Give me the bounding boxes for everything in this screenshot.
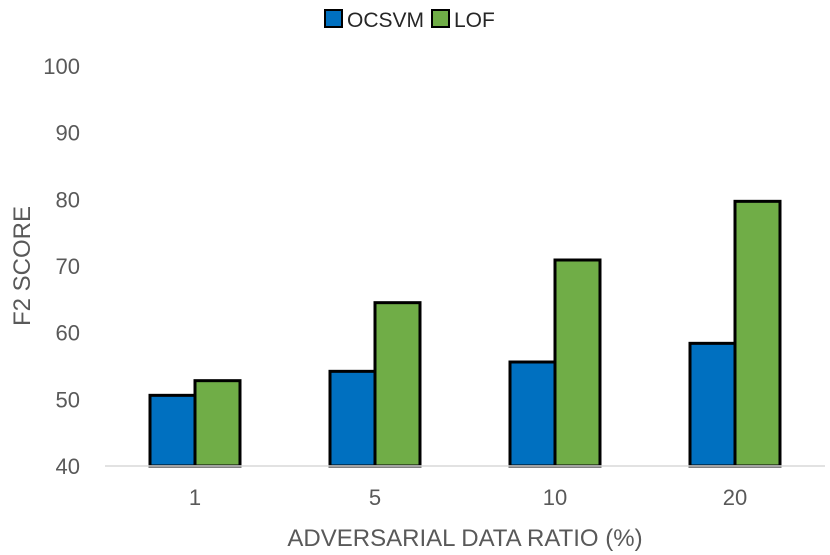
y-axis-title: F2 SCORE <box>9 206 36 326</box>
bar-lof-20 <box>733 199 782 468</box>
bar-ocsvm-10 <box>508 360 557 468</box>
x-tick-label: 20 <box>723 485 747 510</box>
bars <box>148 199 782 468</box>
x-tick-label: 10 <box>543 485 567 510</box>
bar-lof-10 <box>553 258 602 468</box>
legend-label-lof: LOF <box>454 9 495 32</box>
x-tick-label: 5 <box>369 485 381 510</box>
x-axis-tick-labels: 1 5 10 20 <box>189 485 747 510</box>
bar-lof-5 <box>373 301 422 468</box>
y-tick-label: 90 <box>56 121 80 146</box>
y-tick-label: 100 <box>43 54 80 79</box>
legend: OCSVM LOF <box>324 9 495 32</box>
y-tick-label: 70 <box>56 254 80 279</box>
y-tick-label: 50 <box>56 387 80 412</box>
bar-ocsvm-1 <box>148 393 197 468</box>
legend-label-ocsvm: OCSVM <box>347 9 424 32</box>
y-axis-tick-labels: 40 50 60 70 80 90 100 <box>43 54 80 479</box>
x-tick-label: 1 <box>189 485 201 510</box>
bar-ocsvm-5 <box>328 369 377 468</box>
bar-lof-1 <box>193 379 242 468</box>
bar-ocsvm-20 <box>688 341 737 468</box>
legend-swatch-ocsvm <box>324 9 343 28</box>
y-tick-label: 80 <box>56 187 80 212</box>
legend-swatch-lof <box>431 9 450 28</box>
y-tick-label: 40 <box>56 454 80 479</box>
x-axis-title: ADVERSARIAL DATA RATIO (%) <box>287 525 642 552</box>
y-tick-label: 60 <box>56 321 80 346</box>
